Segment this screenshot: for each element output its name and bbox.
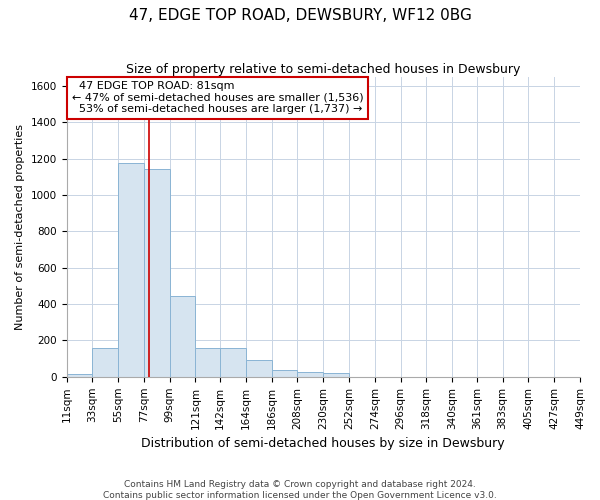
Bar: [246, 360, 272, 377]
Title: Size of property relative to semi-detached houses in Dewsbury: Size of property relative to semi-detach…: [126, 62, 520, 76]
Bar: [220, 348, 246, 377]
Text: 47, EDGE TOP ROAD, DEWSBURY, WF12 0BG: 47, EDGE TOP ROAD, DEWSBURY, WF12 0BG: [128, 8, 472, 22]
Bar: [118, 163, 144, 377]
Bar: [170, 296, 196, 377]
Bar: [67, 374, 92, 377]
X-axis label: Distribution of semi-detached houses by size in Dewsbury: Distribution of semi-detached houses by …: [142, 437, 505, 450]
Text: Contains HM Land Registry data © Crown copyright and database right 2024.
Contai: Contains HM Land Registry data © Crown c…: [103, 480, 497, 500]
Bar: [272, 370, 298, 377]
Bar: [323, 373, 349, 377]
Y-axis label: Number of semi-detached properties: Number of semi-detached properties: [15, 124, 25, 330]
Bar: [92, 348, 118, 377]
Text: 47 EDGE TOP ROAD: 81sqm
← 47% of semi-detached houses are smaller (1,536)
  53% : 47 EDGE TOP ROAD: 81sqm ← 47% of semi-de…: [71, 81, 363, 114]
Bar: [298, 372, 323, 377]
Bar: [196, 348, 221, 377]
Bar: [144, 170, 170, 377]
